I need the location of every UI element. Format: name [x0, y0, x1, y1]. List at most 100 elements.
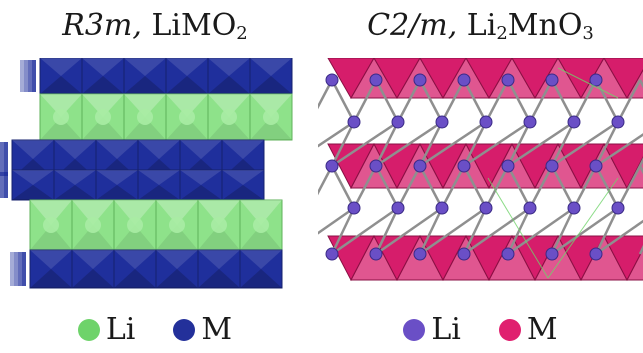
m-octahedron: [165, 58, 209, 95]
bond: [551, 120, 619, 168]
bond: [374, 207, 400, 255]
m-octahedron: [249, 58, 293, 95]
m-octahedron: [137, 169, 181, 201]
bond: [330, 165, 356, 209]
bond: [550, 79, 576, 123]
m-octahedron: [95, 169, 139, 201]
bond: [507, 120, 575, 168]
bond: [506, 121, 532, 167]
li-atom: [567, 201, 581, 215]
bond: [419, 206, 487, 256]
formula-li2mno3: Li2MnO3: [466, 8, 594, 44]
li-atom: [369, 73, 383, 87]
li2mno3-legend: Li M: [318, 312, 643, 347]
bond: [594, 79, 620, 123]
bond: [594, 121, 620, 167]
mn-octahedron: [626, 156, 643, 189]
m-octahedron: [239, 249, 283, 289]
li-atom: [347, 115, 361, 129]
m-octahedron: [207, 58, 251, 95]
li-atom: [413, 73, 427, 87]
bond: [330, 79, 356, 123]
li-octahedron: [71, 199, 115, 251]
bond: [440, 79, 466, 123]
li-octahedron: [165, 93, 209, 141]
bond: [374, 121, 400, 167]
bond: [418, 207, 444, 255]
li-atom: [457, 247, 471, 261]
li-octahedron: [123, 93, 167, 141]
li-atom: [127, 217, 143, 233]
m-octahedron-depth: [10, 252, 14, 286]
li-atom: [369, 247, 383, 261]
bond: [374, 165, 400, 209]
limo2-layered-structure: [0, 58, 293, 289]
bond: [396, 165, 422, 209]
li-atom: [501, 247, 515, 261]
m-octahedron: [39, 58, 83, 95]
m-octahedron-depth: [18, 252, 22, 286]
bond: [550, 165, 576, 209]
legend-item-li: Li: [403, 312, 461, 347]
li-atom: [137, 109, 153, 125]
limo2-title: R3m, LiMO2: [0, 8, 310, 44]
li-atom: [479, 115, 493, 129]
legend-item-m: M: [173, 312, 232, 347]
li-atom: [523, 201, 537, 215]
li-atom: [391, 201, 405, 215]
li-octahedron: [39, 93, 83, 141]
bond: [375, 120, 443, 168]
li-atom: [391, 115, 405, 129]
li2mno3-panel: C2/m, Li2MnO3 Li M: [318, 0, 643, 353]
bond: [318, 206, 355, 235]
li-atom: [435, 201, 449, 215]
li-atom: [179, 109, 195, 125]
li-color-dot: [403, 318, 426, 341]
legend-item-li: Li: [77, 312, 135, 347]
bond: [462, 207, 488, 255]
limo2-legend: Li M: [0, 312, 310, 347]
bond: [595, 133, 643, 168]
bond: [594, 165, 620, 209]
bond: [352, 165, 378, 209]
li-octahedron: [197, 199, 241, 251]
li-atom: [369, 159, 383, 173]
li-atom: [611, 201, 625, 215]
legend-item-m: M: [498, 312, 558, 347]
m-octahedron: [53, 169, 97, 201]
bond: [551, 206, 619, 256]
li-octahedron: [249, 93, 293, 141]
bond: [528, 79, 554, 123]
li-atom: [589, 73, 603, 87]
li-atom: [325, 73, 339, 87]
bond: [330, 207, 356, 255]
bond: [594, 207, 620, 255]
li-atom: [169, 217, 185, 233]
li-atom: [325, 159, 339, 173]
m-octahedron: [197, 249, 241, 289]
li-octahedron: [113, 199, 157, 251]
bond: [550, 207, 576, 255]
li-atom: [501, 159, 515, 173]
layered-limo2-panel: R3m, LiMO2 Li M: [0, 0, 310, 353]
li2mno3-structure: [318, 58, 643, 282]
bond: [462, 79, 488, 123]
li-color-dot: [77, 318, 100, 341]
mn-octahedron: [626, 248, 643, 281]
bond: [463, 120, 531, 168]
bond: [550, 121, 576, 167]
bond: [352, 79, 378, 123]
space-group-c2m: C2/m,: [367, 8, 458, 43]
li-atom: [413, 247, 427, 261]
li-octahedron: [29, 199, 73, 251]
m-octahedron: [123, 58, 167, 95]
li-octahedron: [239, 199, 283, 251]
m-octahedron: [179, 169, 223, 201]
li-atom: [263, 109, 279, 125]
li2mno3-title: C2/m, Li2MnO3: [318, 8, 643, 44]
bond: [572, 165, 598, 209]
li-atom: [457, 73, 471, 87]
m-octahedron: [155, 249, 199, 289]
li-atom: [95, 109, 111, 125]
m-octahedron-depth: [22, 252, 26, 286]
